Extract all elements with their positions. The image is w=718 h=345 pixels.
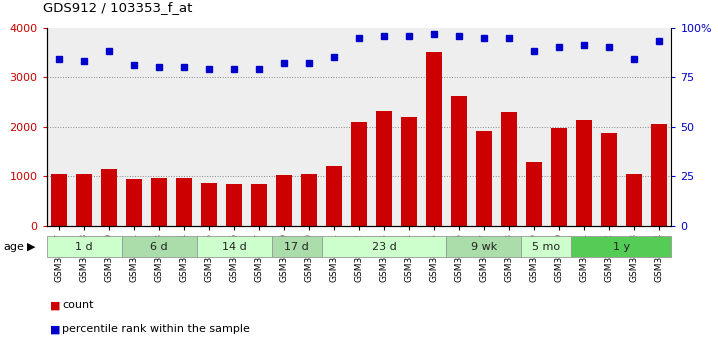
Text: percentile rank within the sample: percentile rank within the sample	[62, 325, 251, 334]
Text: 9 wk: 9 wk	[471, 242, 497, 252]
Bar	[276, 175, 292, 226]
Bar	[251, 184, 267, 226]
Bar	[351, 122, 367, 226]
Bar	[447, 236, 521, 257]
Bar	[51, 174, 67, 226]
Text: age: age	[4, 242, 24, 252]
Text: 5 mo: 5 mo	[532, 242, 561, 252]
Bar	[601, 133, 617, 226]
Bar	[301, 174, 317, 226]
Text: 17 d: 17 d	[284, 242, 309, 252]
Text: 6 d: 6 d	[150, 242, 168, 252]
Text: ■: ■	[50, 300, 61, 310]
Bar	[326, 166, 342, 226]
Text: 1 y: 1 y	[612, 242, 630, 252]
Bar	[121, 236, 197, 257]
Bar	[226, 184, 242, 226]
Bar	[151, 178, 167, 226]
Bar	[101, 169, 117, 226]
Bar	[271, 236, 322, 257]
Bar	[651, 124, 667, 226]
Bar	[451, 96, 467, 226]
Bar	[76, 174, 93, 226]
Text: count: count	[62, 300, 94, 310]
Bar	[526, 162, 542, 226]
Bar	[47, 236, 121, 257]
Text: 23 d: 23 d	[372, 242, 396, 252]
Bar	[376, 111, 392, 226]
Text: ▶: ▶	[27, 242, 36, 252]
Text: 14 d: 14 d	[222, 242, 246, 252]
Bar	[197, 236, 271, 257]
Bar	[176, 178, 192, 226]
Bar	[201, 183, 218, 226]
Bar	[126, 179, 142, 226]
Bar	[426, 52, 442, 226]
Text: 1 d: 1 d	[75, 242, 93, 252]
Bar	[521, 236, 572, 257]
Bar	[625, 174, 642, 226]
Bar	[476, 131, 492, 226]
Bar	[401, 117, 417, 226]
Bar	[572, 236, 671, 257]
Bar	[576, 120, 592, 226]
Bar	[551, 128, 567, 226]
Bar	[500, 112, 517, 226]
Bar	[322, 236, 447, 257]
Text: ■: ■	[50, 325, 61, 334]
Text: GDS912 / 103353_f_at: GDS912 / 103353_f_at	[43, 1, 192, 14]
